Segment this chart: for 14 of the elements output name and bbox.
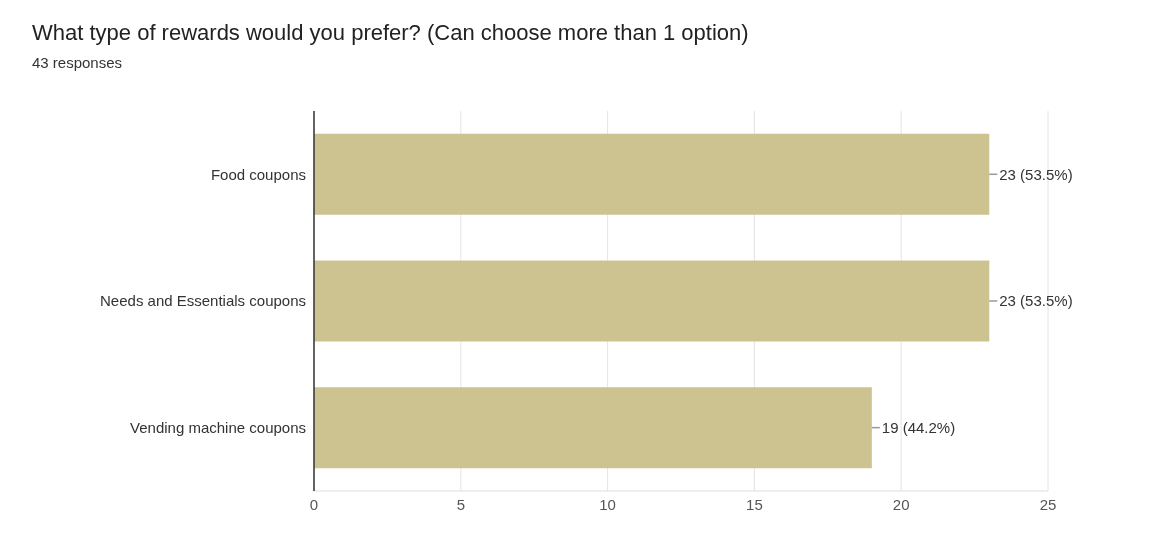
x-tick-label: 10 — [599, 495, 616, 513]
x-tick-label: 25 — [1039, 495, 1057, 513]
x-tick-label: 20 — [892, 495, 910, 513]
chart-title: What type of rewards would you prefer? (Can choose more than 1 option) — [31, 19, 750, 46]
x-tick-label: 5 — [456, 495, 465, 513]
x-tick-label: 15 — [746, 495, 763, 513]
x-tick-label: 0 — [309, 495, 319, 513]
y-tick-label: Needs and Essentials coupons — [100, 292, 306, 310]
data-label: 19 (44.2%) — [881, 418, 956, 436]
y-tick-label: Vending machine coupons — [130, 418, 306, 436]
y-tick-label: Food coupons — [210, 165, 306, 183]
data-label: 23 (53.5%) — [999, 292, 1073, 310]
data-label: 23 (53.5%) — [999, 165, 1073, 183]
text: 43 responses — [31, 53, 124, 73]
